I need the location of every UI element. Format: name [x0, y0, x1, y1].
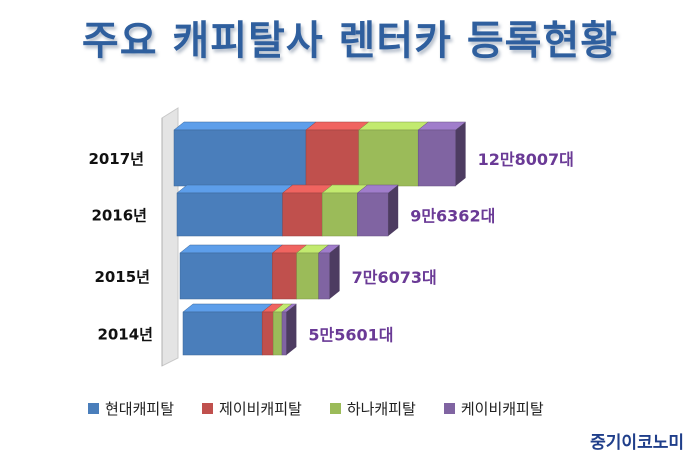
legend-swatch-2	[329, 403, 341, 414]
legend: 현대캐피탈 제이비캐피탈 하나캐피탈 케이비캐피탈	[88, 398, 544, 419]
legend-swatch-3	[443, 403, 455, 414]
bar-side	[455, 122, 466, 186]
bar-segment	[281, 311, 287, 356]
bar-top-0	[176, 184, 294, 194]
source-label: 중기이코노미	[590, 433, 684, 453]
legend-label: 현대캐피탈	[105, 400, 175, 418]
legend-item: 케이비캐피탈	[443, 398, 544, 419]
bar-segment	[357, 192, 389, 237]
bar-segment	[305, 129, 360, 187]
bar-segment	[321, 192, 358, 237]
chart-title: 주요 캐피탈사 렌터카 등록현황	[81, 18, 619, 64]
category-label: 2014년	[97, 326, 153, 344]
bar-top-0	[179, 244, 284, 254]
legend-swatch-0	[88, 403, 99, 414]
total-label: 9만6362대	[410, 207, 495, 226]
bar-side	[286, 304, 297, 355]
bar-segment	[176, 192, 283, 237]
bar-segment	[182, 311, 263, 356]
bar-top-1	[305, 121, 370, 131]
legend-swatch-1	[202, 403, 214, 414]
bar-segment	[318, 252, 330, 300]
bar-side	[388, 185, 399, 236]
legend-label: 제이비캐피탈	[219, 400, 302, 418]
bar-segment	[272, 252, 297, 300]
bar-segment	[282, 192, 323, 237]
bar-side	[329, 245, 340, 299]
total-label: 7만6073대	[352, 268, 437, 287]
bar-segment	[261, 311, 274, 356]
legend-item: 하나캐피탈	[329, 398, 416, 419]
bar-segment	[358, 129, 419, 187]
bar-segment	[296, 252, 319, 300]
bar-top-0	[173, 121, 317, 131]
legend-label: 하나캐피탈	[346, 400, 416, 418]
bar-top-2	[358, 121, 429, 131]
category-label: 2016년	[91, 207, 147, 225]
category-label: 2015년	[94, 268, 150, 286]
bar-segment	[417, 129, 456, 187]
bar-top-0	[182, 303, 273, 313]
bar-segment	[173, 129, 307, 187]
bar-segment	[272, 311, 283, 356]
legend-item: 현대캐피탈	[88, 398, 174, 419]
total-label: 12만8007대	[478, 150, 574, 169]
legend-item: 제이비캐피탈	[202, 398, 302, 419]
legend-label: 케이비캐피탈	[460, 400, 544, 418]
total-label: 5만5601대	[308, 326, 393, 345]
bar-segment	[179, 252, 273, 300]
category-label: 2017년	[88, 150, 144, 168]
